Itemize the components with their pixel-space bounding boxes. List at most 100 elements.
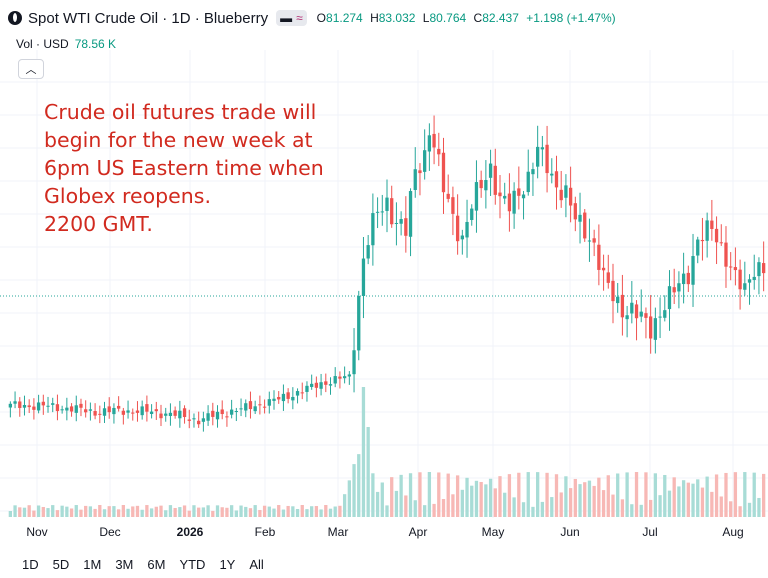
candle-body — [550, 173, 554, 176]
candle-body — [375, 211, 380, 213]
volume-bar — [531, 506, 535, 517]
volume-bar — [649, 499, 653, 517]
candle-body — [644, 313, 648, 318]
candle-body — [178, 410, 182, 419]
candle-body — [244, 403, 248, 411]
volume-bar — [540, 501, 545, 517]
candle-body — [512, 190, 516, 214]
volume-bar — [206, 505, 210, 517]
candle-body — [211, 410, 215, 417]
volume-bar — [319, 509, 323, 517]
candle-body — [625, 315, 629, 320]
candle-body — [102, 408, 107, 416]
candle-body — [32, 406, 36, 410]
candle-body — [88, 409, 93, 411]
annotation-text: Crude oil futures trade will begin for t… — [44, 98, 324, 238]
candle-body — [281, 393, 286, 402]
symbol-title[interactable]: Spot WTI Crude Oil · 1D · Blueberry — [28, 9, 269, 27]
volume-bar — [291, 506, 295, 517]
volume-bar — [145, 505, 149, 517]
candle-body — [168, 412, 173, 417]
candle-body — [394, 222, 399, 224]
candle-body — [587, 240, 592, 242]
range-3m-button[interactable]: 3M — [115, 557, 134, 572]
candle-body — [173, 410, 177, 416]
symbol-logo-icon[interactable] — [8, 11, 22, 25]
volume-bar — [239, 505, 243, 517]
candle-body — [36, 402, 41, 411]
candle-body — [8, 403, 13, 408]
range-ytd-button[interactable]: YTD — [179, 557, 206, 572]
candle-body — [630, 302, 634, 314]
wave-icon[interactable]: ≈ — [296, 11, 303, 25]
candle-body — [686, 272, 690, 285]
candle-body — [427, 135, 432, 152]
volume-bar — [512, 497, 516, 517]
candle-body — [126, 410, 130, 413]
volume-bar — [644, 472, 648, 517]
volume-bar — [126, 508, 130, 517]
candle-body — [493, 165, 497, 195]
candle-body — [338, 376, 342, 379]
volume-bar — [102, 509, 107, 517]
candle-body — [484, 180, 488, 191]
volume-bar — [550, 497, 554, 517]
range-5d-button[interactable]: 5D — [52, 557, 70, 572]
candle-body — [761, 263, 766, 274]
volume-bar — [234, 510, 238, 517]
candle-body — [592, 238, 596, 243]
volume-bar — [451, 494, 455, 517]
candle-body — [573, 203, 577, 220]
volume-bar — [498, 476, 502, 517]
volume-bar — [244, 506, 248, 517]
change-value: +1.198 (+1.47%) — [526, 11, 616, 25]
volume-bar — [149, 508, 154, 517]
time-axis-label: Jun — [560, 525, 580, 539]
candle-body — [347, 374, 351, 377]
volume-bar — [187, 510, 191, 517]
candle-body — [51, 403, 55, 405]
volume-bar — [131, 506, 135, 517]
candle-body — [564, 185, 568, 198]
candle-body — [681, 273, 686, 285]
candle-body — [225, 416, 229, 418]
volume-bar — [455, 475, 460, 517]
candle-body — [705, 220, 709, 241]
candle-body — [93, 411, 97, 416]
range-1d-button[interactable]: 1D — [22, 557, 39, 572]
volume-bar — [696, 479, 700, 517]
range-all-button[interactable]: All — [249, 557, 264, 572]
candle-body — [277, 396, 281, 400]
volume-bar — [342, 494, 347, 517]
candle-body — [357, 296, 361, 351]
volume-bar — [361, 387, 366, 517]
volume-bars — [8, 387, 766, 517]
candle-body — [310, 383, 314, 387]
volume-bar — [107, 506, 111, 517]
candle-body — [352, 350, 356, 375]
candle-body — [503, 195, 507, 199]
volume-bar — [677, 486, 681, 517]
volume-value: 78.56 K — [74, 37, 117, 51]
candle-body — [554, 171, 559, 188]
candle-body — [258, 404, 262, 406]
range-1m-button[interactable]: 1M — [83, 557, 102, 572]
volume-bar — [719, 496, 723, 517]
volume-bar — [724, 472, 728, 517]
volume-bar — [22, 507, 27, 517]
candle-body — [700, 239, 705, 242]
volume-bar — [639, 504, 643, 517]
range-6m-button[interactable]: 6M — [147, 557, 166, 572]
candle-body — [536, 146, 540, 167]
collapse-legend-button[interactable]: ︿ — [18, 59, 44, 79]
minus-icon[interactable]: ▬ — [280, 11, 293, 25]
candle-body — [601, 267, 606, 271]
range-1y-button[interactable]: 1Y — [219, 557, 236, 572]
candle-body — [305, 385, 309, 392]
chart-controls[interactable]: ▬ ≈ — [276, 10, 307, 26]
candle-body — [107, 406, 111, 413]
volume-bar — [625, 472, 629, 517]
candle-body — [507, 193, 512, 212]
volume-bar — [46, 508, 50, 517]
